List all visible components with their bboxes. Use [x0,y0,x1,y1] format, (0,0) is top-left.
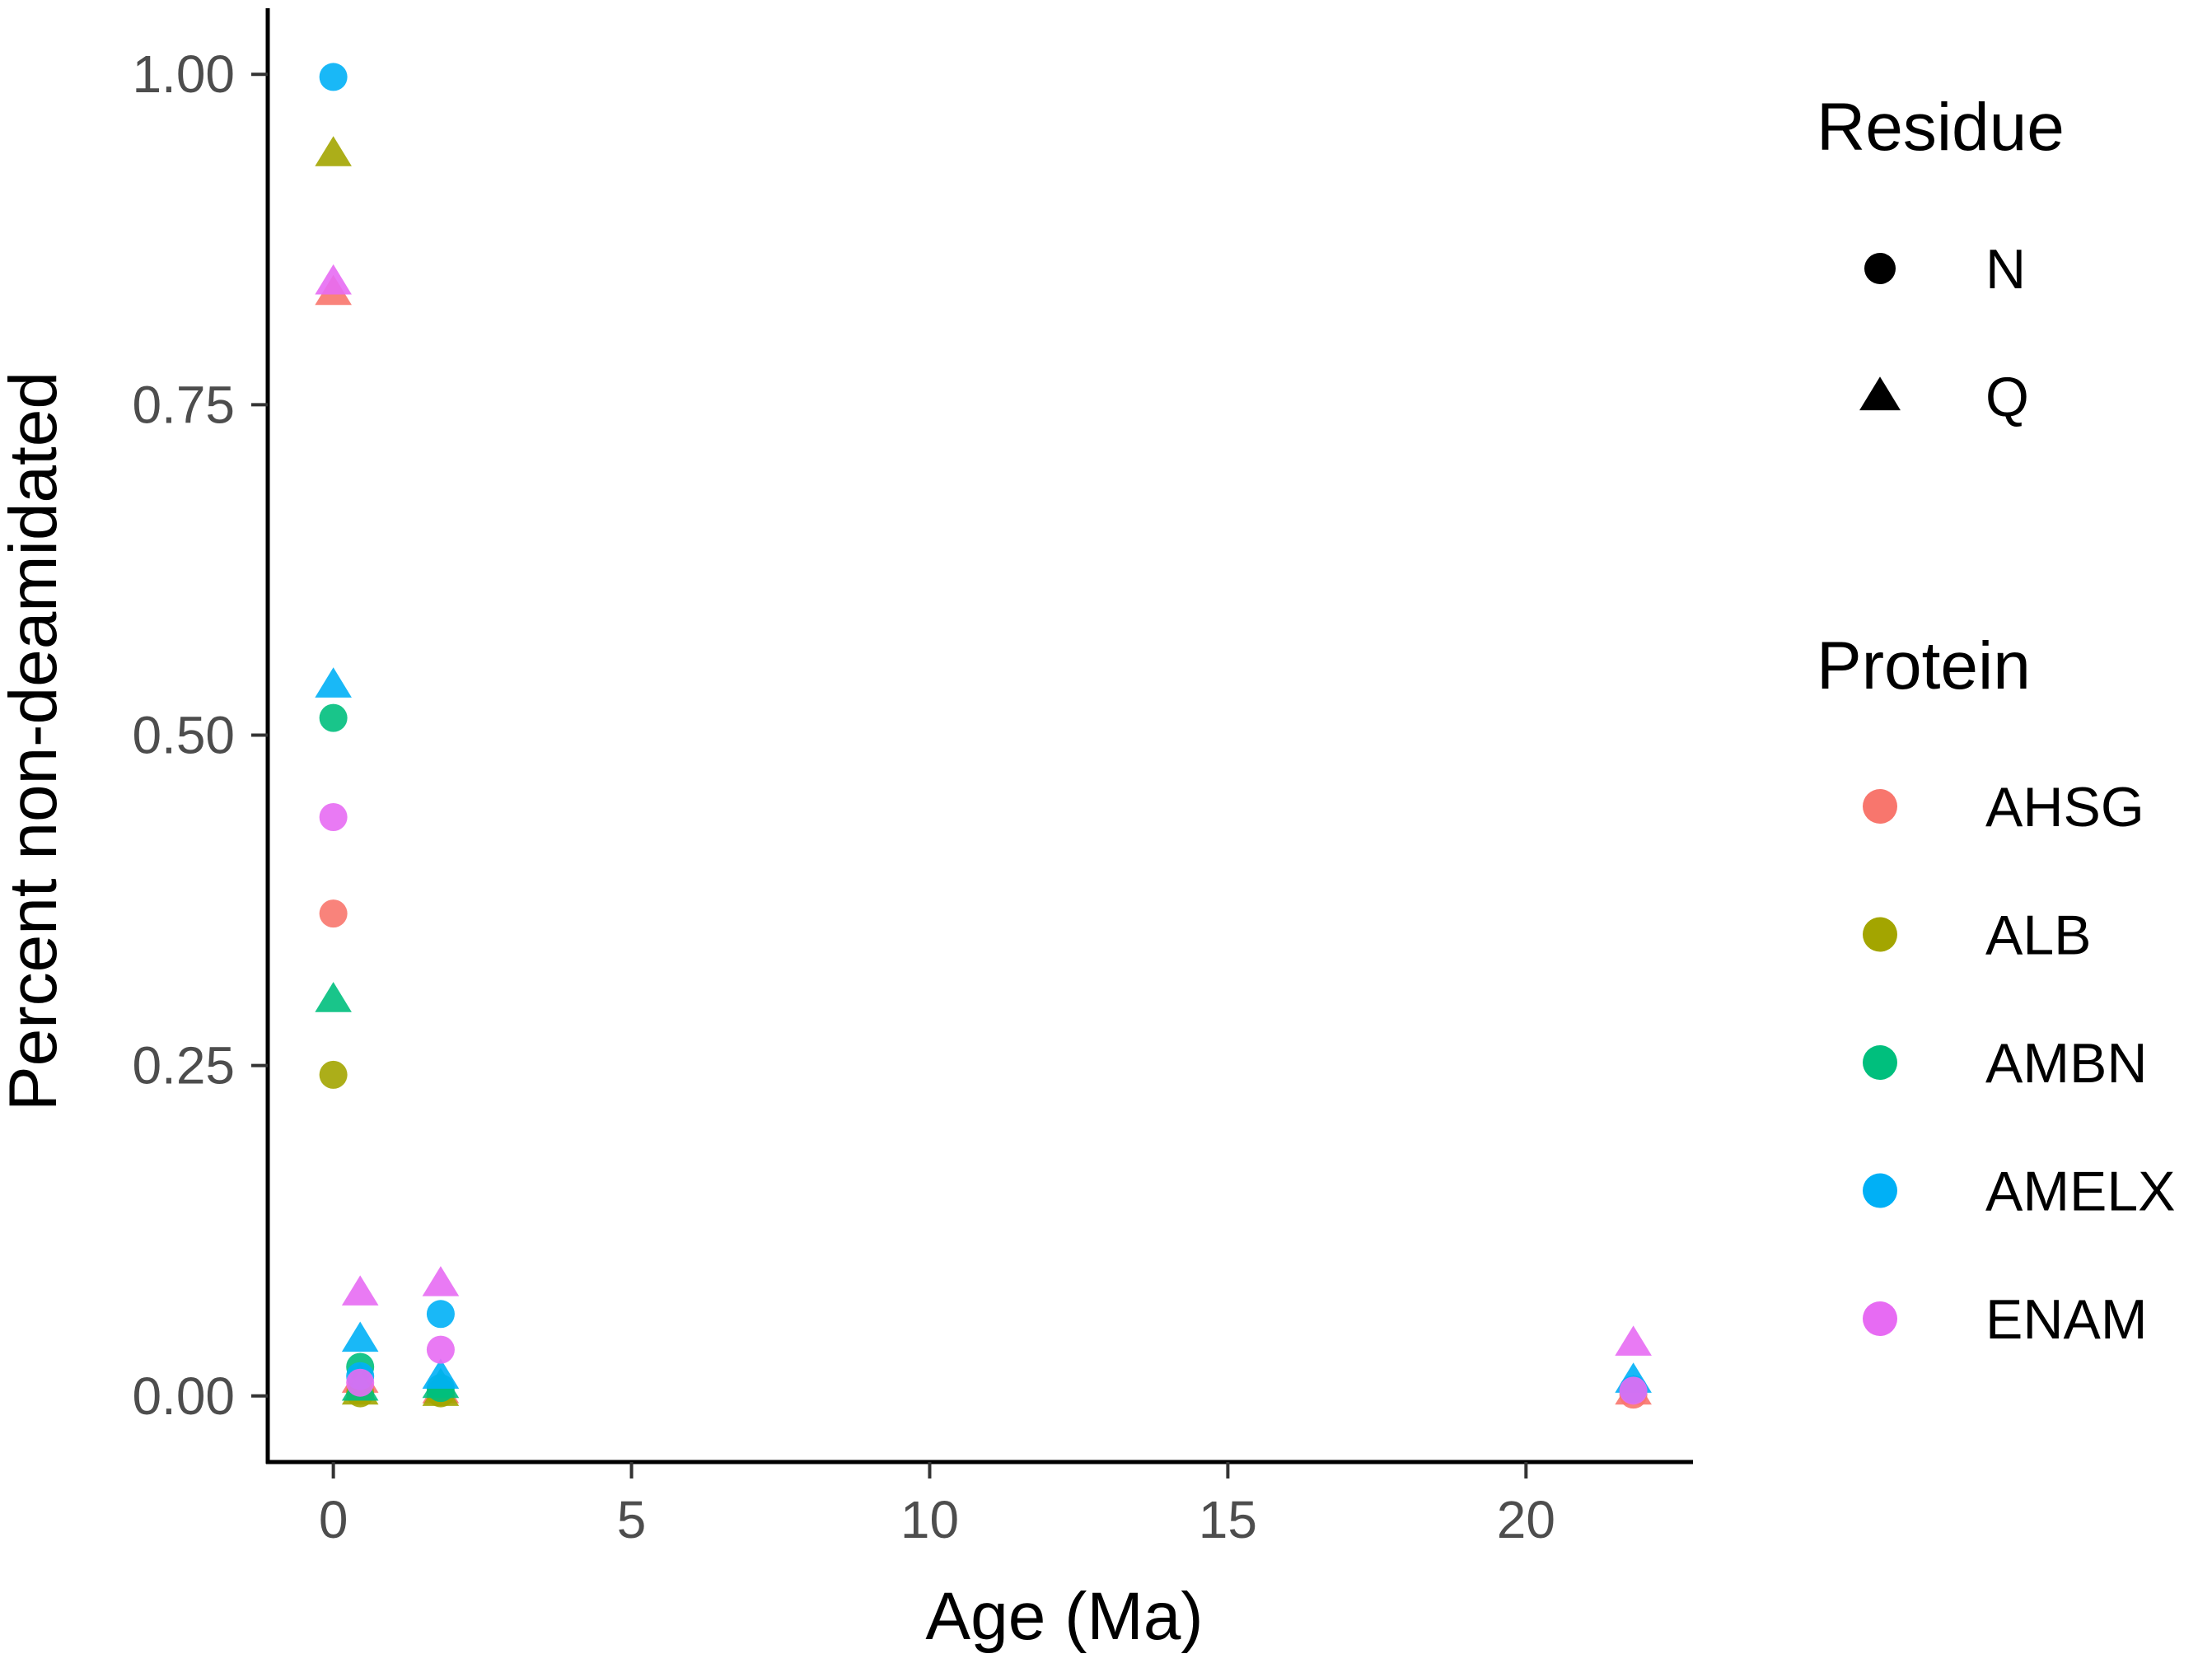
legend-layer: N Q AHSG ALB AMBN AMELX ENAM [1859,238,2176,1351]
legend-key-alb-dot-icon [1863,917,1897,952]
point-enam-q [341,1275,379,1306]
point-enam-n [319,802,348,831]
x-tick-label: 10 [900,1490,959,1549]
point-enam-n [346,1368,375,1397]
point-amelx-n [426,1300,455,1329]
point-amelx-q [341,1321,379,1352]
legend-label-protein-ambn: AMBN [1985,1032,2147,1095]
legend-key-ahsg-dot-icon [1863,789,1897,824]
legend-label-protein-amelx: AMELX [1985,1161,2176,1223]
x-tick-label: 20 [1497,1490,1555,1549]
legend-key-n-circle-icon [1864,253,1896,284]
legend-label-residue-n: N [1985,238,2026,301]
point-enam-n [1619,1376,1648,1405]
legend-shape-title: Residue [1817,90,2065,165]
point-ambn-n [319,703,348,732]
point-amelx-n [319,63,348,91]
y-axis-title: Percent non-deamidated [0,371,71,1111]
legend-label-residue-q: Q [1985,366,2029,428]
y-tick-label: 0.75 [132,375,235,434]
legend-key-ambn-dot-icon [1863,1045,1897,1080]
point-amelx-q [422,1358,460,1390]
y-tick-label: 1.00 [132,44,235,104]
points-layer [315,63,1652,1409]
legend-color-title: Protein [1817,628,2031,703]
x-tick-label: 15 [1199,1490,1257,1549]
point-enam-q [422,1266,460,1296]
y-tick-label: 0.25 [132,1036,235,1095]
legend-label-protein-ahsg: AHSG [1985,776,2144,839]
y-tick-label: 0.00 [132,1366,235,1426]
point-enam-n [426,1335,455,1364]
point-alb-q [315,136,352,166]
point-ambn-q [315,982,352,1012]
legend-label-protein-enam: ENAM [1985,1288,2147,1351]
legend-label-protein-alb: ALB [1985,904,2092,967]
axes-layer: 0 5 10 15 20 0.00 0.25 0.50 0.75 1.00 [132,8,1693,1549]
y-tick-label: 0.50 [132,706,235,765]
point-amelx-q [315,667,352,698]
legend-key-amelx-dot-icon [1863,1173,1897,1208]
point-enam-q [315,264,352,295]
point-ahsg-n [319,899,348,928]
legend-key-enam-dot-icon [1863,1301,1897,1336]
x-tick-label: 5 [617,1490,647,1549]
x-axis-title: Age (Ma) [925,1579,1203,1654]
legend-key-q-triangle-icon [1859,376,1901,411]
point-enam-q [1615,1325,1652,1356]
point-alb-n [319,1060,348,1089]
x-tick-label: 0 [319,1490,348,1549]
